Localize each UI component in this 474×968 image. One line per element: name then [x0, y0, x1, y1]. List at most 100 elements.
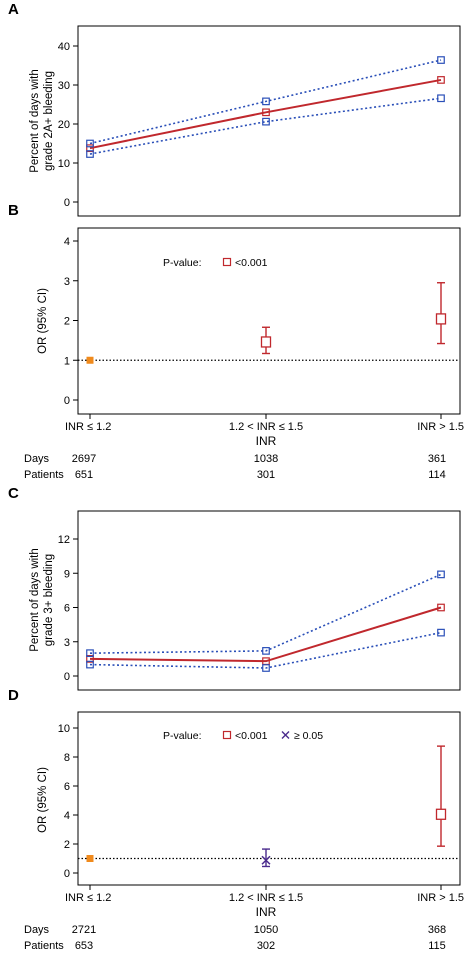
series-lower-line [89, 631, 442, 669]
legend-label-nonsig: ≥ 0.05 [294, 730, 323, 742]
series-upper-line [89, 573, 442, 654]
legend-marker-sig [222, 730, 232, 740]
y-tick-label: 0 [64, 868, 70, 880]
panel-label: B [8, 202, 19, 219]
y-tick-label: 6 [64, 603, 70, 615]
y-tick-label: 0 [64, 395, 70, 407]
y-tick-label: 8 [64, 752, 70, 764]
series-lower-point [437, 628, 445, 637]
y-axis-label: OR (95% CI) [37, 288, 49, 354]
series-upper-point [262, 647, 270, 655]
x-axis-label: INR [256, 434, 277, 448]
x-tick-label: INR > 1.5 [417, 892, 464, 904]
y-axis-label: Percent of days with [29, 69, 41, 173]
or-point-sig [435, 808, 447, 820]
patients-value: 302 [257, 940, 275, 952]
panel-d: D 0 2 4 6 8 10 OR (95% CI) P-value: <0.001 ≥ 0.05 I… [8, 687, 464, 952]
series-upper-point [86, 139, 94, 148]
panel-c: C 0 3 6 9 12 Percent of days with grade 3+ blee… [8, 485, 461, 691]
series-upper-point [437, 570, 445, 579]
series-lower-point [262, 664, 270, 672]
series-estimate-point [86, 655, 94, 663]
series-estimate-point [262, 108, 270, 117]
series-upper-point [437, 56, 445, 64]
legend-title: P-value: [163, 257, 202, 269]
y-tick-label: 20 [58, 119, 70, 131]
panel-a: A 0 10 20 30 40 Percent of days with grade 2A+ … [8, 1, 461, 217]
y-tick-label: 4 [64, 236, 70, 248]
patients-value: 115 [428, 940, 446, 952]
days-row-label: Days [24, 924, 50, 936]
panel-label: C [8, 485, 19, 502]
y-axis-label: OR (95% CI) [37, 767, 49, 833]
patients-value: 653 [75, 940, 93, 952]
legend: P-value: <0.001 [163, 257, 268, 269]
reference-point [86, 356, 94, 364]
x-tick-label: INR ≤ 1.2 [65, 421, 111, 433]
days-value: 361 [428, 453, 446, 465]
plot-frame [77, 25, 461, 217]
reference-point [86, 855, 94, 862]
plot-frame [77, 510, 461, 691]
x-tick-label: INR ≤ 1.2 [65, 892, 111, 904]
y-axis-label: grade 3+ bleeding [43, 554, 55, 646]
series-lower-point [437, 94, 445, 103]
or-point-nonsig [261, 855, 271, 865]
y-tick-label: 4 [64, 810, 70, 822]
series-upper-point [86, 649, 94, 658]
series-estimate-point [86, 144, 94, 153]
x-axis-label: INR [256, 905, 277, 919]
y-axis-label: Percent of days with [29, 548, 41, 652]
x-tick-label: INR > 1.5 [417, 421, 464, 433]
series-estimate-line [89, 78, 442, 150]
y-tick-label: 2 [64, 839, 70, 851]
plot-frame [77, 227, 461, 415]
series-estimate-point [437, 76, 445, 84]
y-tick-label: 3 [64, 276, 70, 288]
plot-frame [77, 711, 461, 886]
legend: P-value: <0.001 ≥ 0.05 [163, 730, 323, 742]
days-value: 1038 [254, 453, 278, 465]
legend-marker-sig [222, 257, 232, 267]
y-tick-label: 2 [64, 316, 70, 328]
series-lower-line [89, 97, 442, 155]
days-row-label: Days [24, 453, 50, 465]
series-upper-line [89, 59, 442, 145]
legend-label-sig: <0.001 [235, 730, 268, 742]
series-lower-point [262, 117, 270, 126]
y-tick-label: 10 [58, 723, 70, 735]
series-upper-point [262, 97, 270, 106]
or-point-sig [435, 313, 447, 325]
y-tick-label: 0 [64, 671, 70, 683]
y-tick-label: 6 [64, 781, 70, 793]
patients-value: 651 [75, 469, 93, 481]
patients-value: 301 [257, 469, 275, 481]
days-value: 368 [428, 924, 446, 936]
panel-b: B 0 1 2 3 4 OR (95% CI) P-value: <0.001 INR ≤ 1.2… [8, 202, 464, 481]
legend-marker-nonsig [281, 731, 290, 739]
x-tick-label: 1.2 < INR ≤ 1.5 [229, 421, 303, 433]
days-value: 2697 [72, 453, 96, 465]
panel-label: A [8, 1, 19, 18]
or-point-sig [260, 336, 272, 348]
y-tick-label: 0 [64, 197, 70, 209]
series-estimate-line [89, 606, 442, 663]
x-tick-label: 1.2 < INR ≤ 1.5 [229, 892, 303, 904]
legend-label-sig: <0.001 [235, 257, 268, 269]
y-tick-label: 1 [64, 355, 70, 367]
days-value: 2721 [72, 924, 96, 936]
series-lower-point [86, 150, 94, 158]
y-tick-label: 10 [58, 158, 70, 170]
patients-row-label: Patients [24, 469, 64, 481]
days-value: 1050 [254, 924, 278, 936]
panel-label: D [8, 687, 19, 704]
legend-title: P-value: [163, 730, 202, 742]
y-axis-label: grade 2A+ bleeding [43, 71, 55, 171]
series-estimate-point [437, 603, 445, 612]
patients-row-label: Patients [24, 940, 64, 952]
patients-value: 114 [428, 469, 446, 481]
y-tick-label: 40 [58, 41, 70, 53]
y-tick-label: 9 [64, 568, 70, 580]
